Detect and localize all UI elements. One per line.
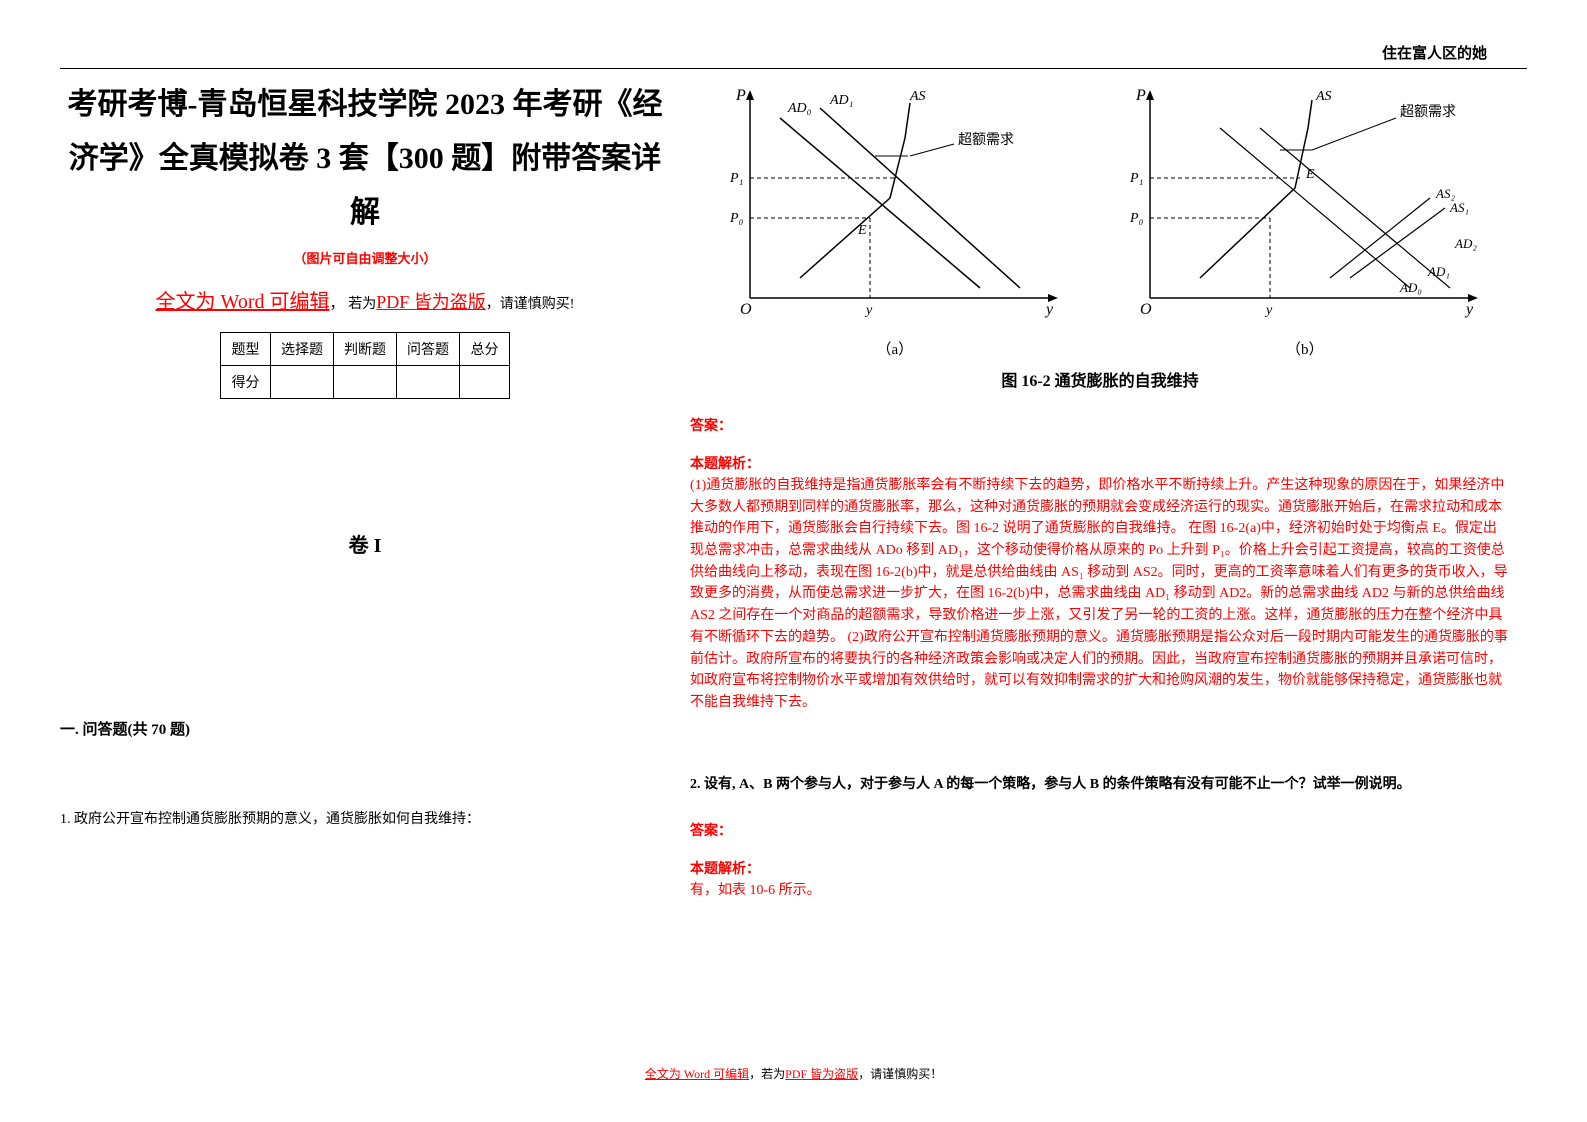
- chart-sublabels: （a） （b）: [690, 338, 1510, 359]
- axis-p-b: P: [1135, 87, 1146, 104]
- chart-area: P O y AD₀ AD₁ AS 超额需求 P₁ P₀ E y: [690, 78, 1510, 338]
- chart-b: P O y AS 超额需求 P₁ P₀ E y AS₂ AS₁: [1110, 78, 1490, 338]
- label-p0: P₀: [729, 211, 744, 226]
- label-ad1: AD₁: [829, 93, 854, 108]
- label-excess-b: 超额需求: [1400, 104, 1456, 120]
- cell-blank: [271, 366, 334, 399]
- axis-p: P: [735, 87, 746, 104]
- divider: [60, 68, 1527, 69]
- row-label: 得分: [221, 366, 271, 399]
- label-as-b: AS: [1315, 89, 1332, 104]
- th-choice: 选择题: [271, 333, 334, 366]
- header-watermark: 住在富人区的她: [1382, 42, 1487, 63]
- analysis-body: (1)通货膨胀的自我维持是指通货膨胀率会有不断持续下去的趋势，即价格水平不断持续…: [690, 475, 1510, 714]
- warning-line: 全文为 Word 可编辑， 若为PDF 皆为盗版，请谨慎购买!: [60, 285, 670, 314]
- answer-label: 答案：: [690, 415, 1510, 435]
- page-title: 考研考博-青岛恒星科技学院 2023 年考研《经济学》全真模拟卷 3 套【300…: [60, 78, 670, 240]
- label-as: AS: [909, 89, 926, 104]
- left-column: 考研考博-青岛恒星科技学院 2023 年考研《经济学》全真模拟卷 3 套【300…: [60, 78, 670, 831]
- th-qa: 问答题: [397, 333, 460, 366]
- cell-blank: [460, 366, 510, 399]
- analysis-body-2: 有，如表 10-6 所示。: [690, 880, 1510, 902]
- axis-o-b: O: [1140, 301, 1152, 318]
- warning-suffix: ，请谨慎购买!: [486, 297, 575, 312]
- label-as2: AS₂: [1435, 186, 1455, 201]
- label-yaxis-b: y: [1264, 303, 1273, 318]
- warning-pdf-pirate: PDF 皆为盗版: [376, 292, 486, 312]
- label-excess-a: 超额需求: [958, 132, 1014, 148]
- cell-blank: [334, 366, 397, 399]
- table-row: 题型 选择题 判断题 问答题 总分: [221, 333, 510, 366]
- label-ad1-b: AD₁: [1427, 264, 1450, 279]
- label-p1: P₁: [729, 171, 743, 186]
- question-1: 1. 政府公开宣布控制通货膨胀预期的意义，通货膨胀如何自我维持：: [60, 809, 670, 831]
- axis-o: O: [740, 301, 752, 318]
- right-column: P O y AD₀ AD₁ AS 超额需求 P₁ P₀ E y: [690, 78, 1510, 902]
- label-ad0: AD₀: [787, 101, 812, 116]
- label-e: E: [857, 223, 867, 238]
- th-total: 总分: [460, 333, 510, 366]
- section-heading: 一. 问答题(共 70 题): [60, 718, 670, 739]
- label-as1: AS₁: [1449, 200, 1469, 215]
- analysis-label: 本题解析：: [690, 453, 1510, 473]
- label-ad0-b: AD₀: [1399, 280, 1422, 295]
- subtitle-note: （图片可自由调整大小）: [60, 248, 670, 267]
- axis-y: y: [1044, 301, 1054, 318]
- label-p0-b: P₀: [1129, 211, 1144, 226]
- table-row: 得分: [221, 366, 510, 399]
- label-yaxis: y: [864, 303, 873, 318]
- footer-word: 全文为 Word 可编辑: [645, 1067, 749, 1081]
- sub-b: （b）: [1286, 338, 1324, 359]
- footer-suffix: ，请谨慎购买！: [858, 1067, 942, 1081]
- label-e-b: E: [1305, 167, 1315, 182]
- cell-blank: [397, 366, 460, 399]
- footer-pdf: PDF 皆为盗版: [785, 1067, 858, 1081]
- warning-prefix: 若为: [348, 297, 376, 312]
- chart-a: P O y AD₀ AD₁ AS 超额需求 P₁ P₀ E y: [710, 78, 1070, 338]
- footer: 全文为 Word 可编辑，若为PDF 皆为盗版，请谨慎购买！: [0, 1065, 1587, 1082]
- chart-caption: 图 16-2 通货膨胀的自我维持: [690, 367, 1510, 391]
- analysis-label-2: 本题解析：: [690, 858, 1510, 878]
- axis-y-b: y: [1464, 301, 1474, 318]
- footer-sep: ，若为: [749, 1067, 785, 1081]
- question-2: 2. 设有, A、B 两个参与人，对于参与人 A 的每一个策略，参与人 B 的条…: [690, 774, 1510, 796]
- label-ad2: AD₂: [1454, 236, 1477, 251]
- label-p1-b: P₁: [1129, 171, 1143, 186]
- score-table: 题型 选择题 判断题 问答题 总分 得分: [220, 332, 510, 399]
- th-type: 题型: [221, 333, 271, 366]
- paper-number: 卷 I: [60, 529, 670, 558]
- warning-sep: ，: [329, 296, 344, 312]
- sub-a: （a）: [876, 338, 913, 359]
- answer-label-2: 答案：: [690, 820, 1510, 840]
- warning-word-editable: 全文为 Word 可编辑: [156, 291, 330, 313]
- th-judge: 判断题: [334, 333, 397, 366]
